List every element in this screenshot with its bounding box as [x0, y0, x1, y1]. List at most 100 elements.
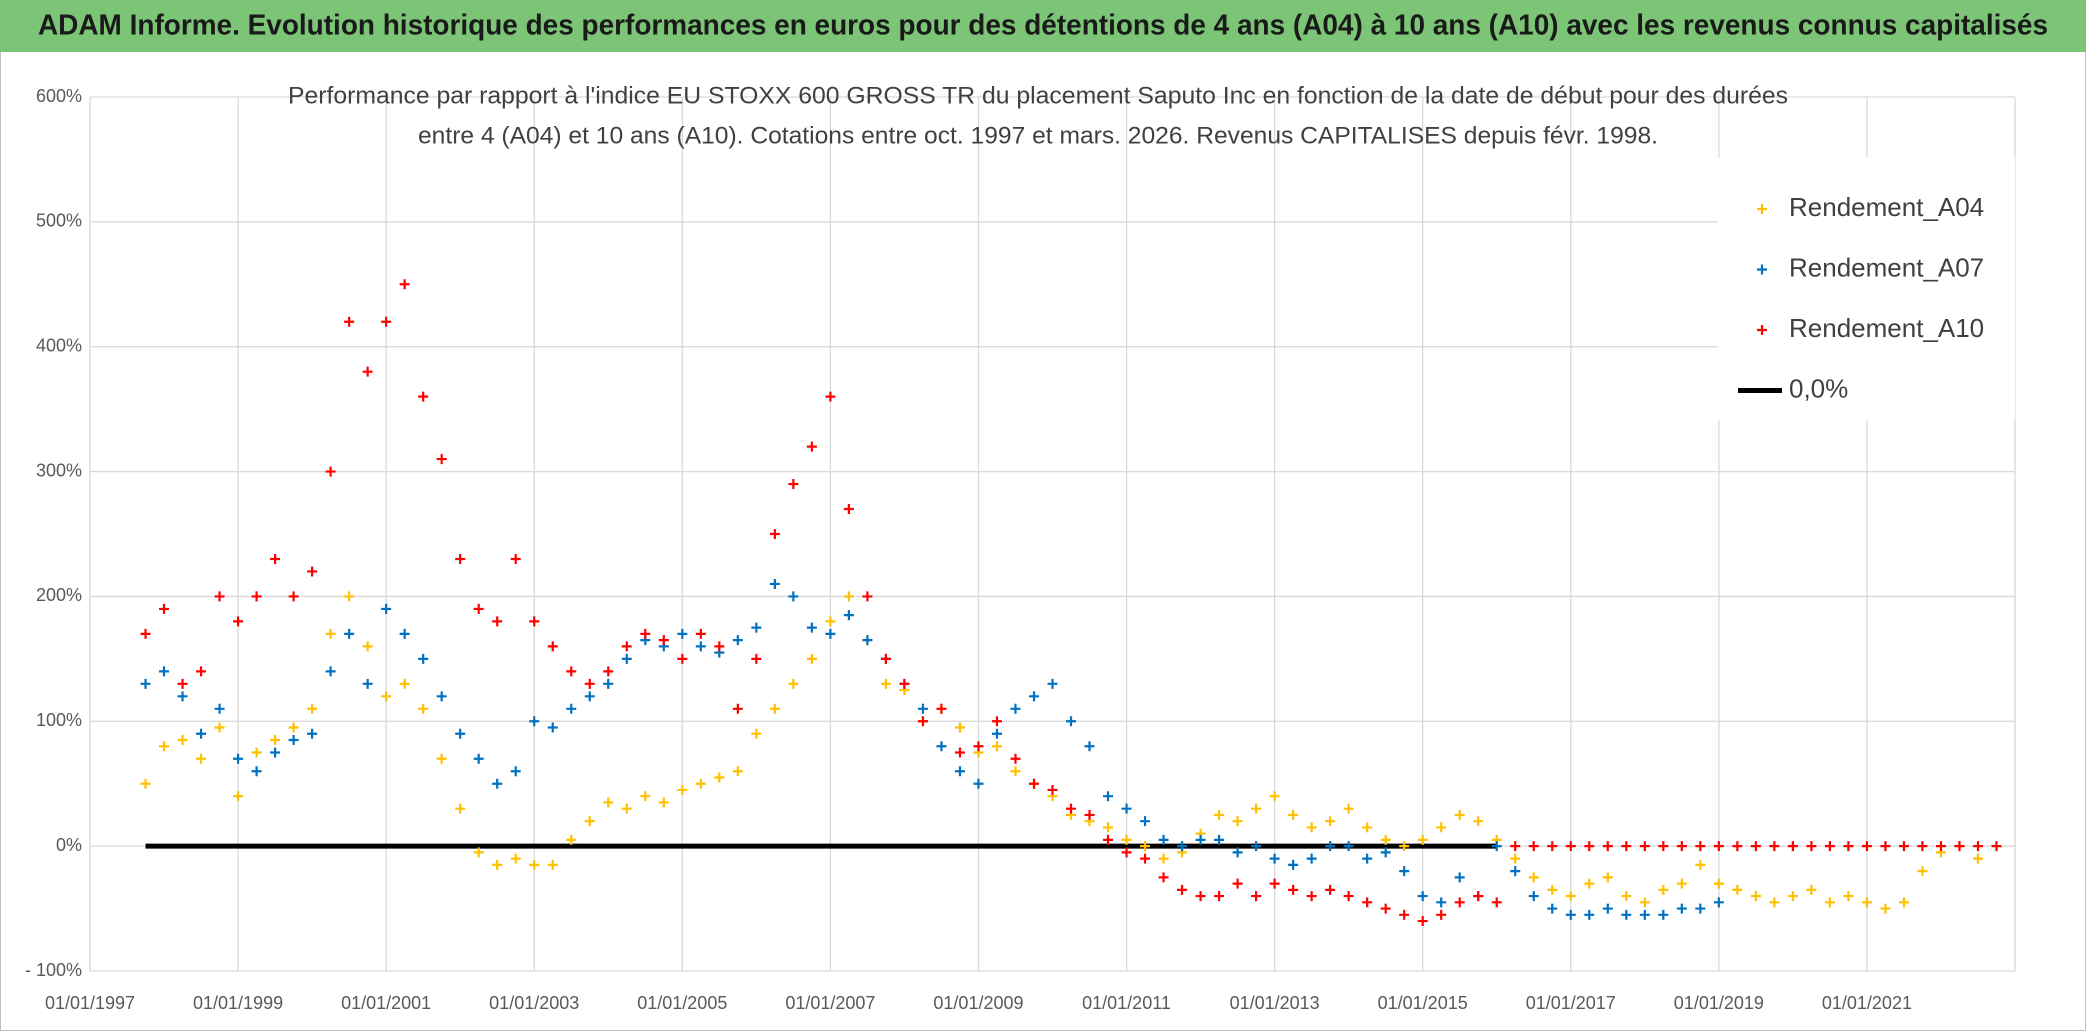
data-point — [1436, 909, 1447, 920]
data-point — [1380, 903, 1391, 914]
x-tick-label: 01/01/2011 — [1082, 993, 1171, 1013]
data-point — [510, 766, 521, 777]
data-point — [159, 666, 170, 677]
data-point — [288, 735, 299, 746]
data-point — [714, 641, 725, 652]
data-point — [788, 591, 799, 602]
data-point — [1195, 834, 1206, 845]
data-point — [1362, 822, 1373, 833]
data-point — [1140, 841, 1151, 852]
data-point — [1861, 841, 1872, 852]
data-point — [1121, 803, 1132, 814]
data-point — [1140, 853, 1151, 864]
data-point — [362, 678, 373, 689]
data-point — [695, 641, 706, 652]
data-point — [1584, 909, 1595, 920]
data-point — [658, 635, 669, 646]
data-point — [1676, 903, 1687, 914]
x-tick-label: 01/01/2009 — [933, 993, 1023, 1013]
data-point — [1103, 791, 1114, 802]
data-point — [1103, 822, 1114, 833]
data-point — [381, 691, 392, 702]
data-point — [1787, 841, 1798, 852]
data-point — [1232, 878, 1243, 889]
data-point — [140, 678, 151, 689]
data-point — [196, 666, 207, 677]
data-point — [455, 728, 466, 739]
data-point — [325, 628, 336, 639]
data-point — [1066, 803, 1077, 814]
data-point — [1528, 841, 1539, 852]
data-point — [1288, 884, 1299, 895]
data-point — [584, 816, 595, 827]
y-tick-label: 300% — [36, 460, 82, 480]
data-point — [1547, 903, 1558, 914]
data-point — [843, 591, 854, 602]
data-point — [769, 578, 780, 589]
data-point — [233, 616, 244, 627]
data-point — [1547, 884, 1558, 895]
data-point — [436, 454, 447, 465]
legend-label: Rendement_A07 — [1789, 252, 1984, 282]
data-point — [788, 678, 799, 689]
data-point — [455, 803, 466, 814]
data-point — [917, 703, 928, 714]
data-point — [325, 466, 336, 477]
legend-label: 0,0% — [1789, 373, 1848, 403]
data-point — [418, 703, 429, 714]
data-point — [936, 703, 947, 714]
data-point — [1917, 866, 1928, 877]
data-point — [1028, 778, 1039, 789]
data-point — [991, 728, 1002, 739]
data-point — [529, 616, 540, 627]
data-point — [1010, 703, 1021, 714]
data-point — [418, 391, 429, 402]
data-point — [547, 859, 558, 870]
data-point — [177, 678, 188, 689]
data-point — [1491, 897, 1502, 908]
data-point — [806, 441, 817, 452]
data-point — [862, 635, 873, 646]
data-point — [1713, 897, 1724, 908]
data-point — [288, 722, 299, 733]
data-point — [640, 628, 651, 639]
data-point — [547, 641, 558, 652]
data-point — [640, 791, 651, 802]
data-point — [436, 753, 447, 764]
x-tick-label: 01/01/2003 — [489, 993, 579, 1013]
data-point — [1454, 872, 1465, 883]
data-point — [1639, 909, 1650, 920]
data-point — [270, 735, 281, 746]
data-point — [1010, 766, 1021, 777]
data-point — [751, 653, 762, 664]
data-point — [843, 610, 854, 621]
x-tick-label: 01/01/1997 — [45, 993, 135, 1013]
data-point — [1399, 866, 1410, 877]
data-point — [1417, 916, 1428, 927]
data-point — [1251, 841, 1262, 852]
data-point — [1417, 834, 1428, 845]
data-point — [1824, 897, 1835, 908]
data-point — [954, 747, 965, 758]
data-point — [1602, 903, 1613, 914]
data-point — [1584, 878, 1595, 889]
y-tick-label: 200% — [36, 585, 82, 605]
data-point — [1713, 878, 1724, 889]
x-tick-label: 01/01/2019 — [1674, 993, 1764, 1013]
data-point — [1676, 878, 1687, 889]
data-point — [917, 716, 928, 727]
data-point — [473, 603, 484, 614]
data-point — [473, 847, 484, 858]
data-point — [1251, 891, 1262, 902]
x-tick-label: 01/01/2015 — [1378, 993, 1468, 1013]
x-tick-label: 01/01/1999 — [193, 993, 283, 1013]
data-point — [1121, 834, 1132, 845]
data-point — [1528, 872, 1539, 883]
data-point — [177, 735, 188, 746]
data-point — [362, 641, 373, 652]
data-point — [1066, 716, 1077, 727]
data-point — [1473, 891, 1484, 902]
data-point — [880, 678, 891, 689]
data-point — [1214, 834, 1225, 845]
